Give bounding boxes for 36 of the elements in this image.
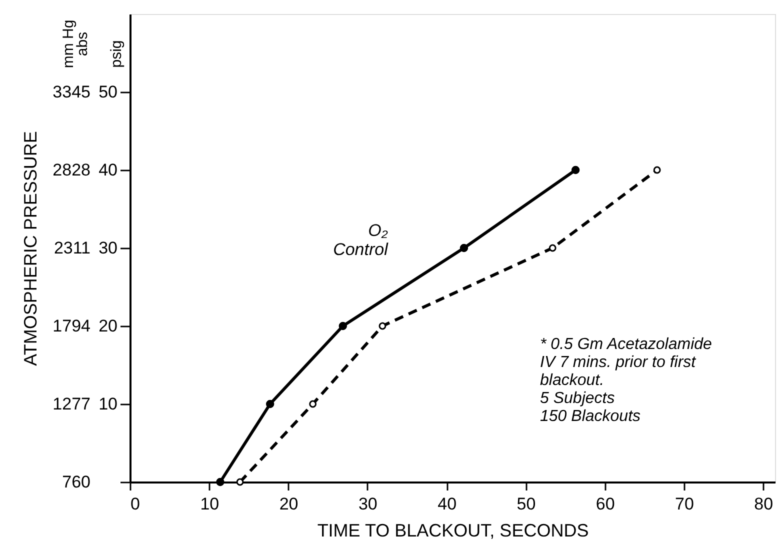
point xyxy=(460,244,468,252)
y-tick-label: 10 xyxy=(98,394,118,414)
text: mm Hg abs xyxy=(60,20,91,68)
x-tick-label: 80 xyxy=(754,494,774,514)
point xyxy=(338,322,347,330)
point xyxy=(571,166,580,174)
x-tick-label: 50 xyxy=(516,494,536,514)
y2-tick-label: 760 xyxy=(62,472,90,492)
y-tick-label: 40 xyxy=(98,160,118,180)
x-tick-label: 70 xyxy=(675,494,694,514)
series-label: O₂ Control xyxy=(333,221,390,259)
y-tick-label: 50 xyxy=(98,82,118,102)
y2-tick-label: 3345 xyxy=(52,82,90,102)
y2-tick-label: 1794 xyxy=(52,316,90,336)
point xyxy=(548,244,556,252)
y-tick-label: 30 xyxy=(98,238,118,258)
point xyxy=(309,400,317,408)
y2-axis-title: ATMOSPHERIC PRESSURE xyxy=(20,131,41,366)
point xyxy=(236,478,244,486)
annotation: * 0.5 Gm Acetazolamide IV 7 mins. prior to first blackout. 5 Subjects 150 Blackouts xyxy=(540,336,712,425)
y-tick-label: 20 xyxy=(98,316,118,336)
text: psig xyxy=(108,40,125,68)
x-tick-label: 60 xyxy=(596,494,615,514)
point xyxy=(378,322,386,330)
x-axis-title: TIME TO BLACKOUT, SECONDS xyxy=(317,520,589,540)
y2-tick-label: 1277 xyxy=(52,394,90,414)
y2-tick-label: 2828 xyxy=(52,160,90,180)
point xyxy=(266,400,274,408)
x-tick-label: 20 xyxy=(279,494,298,514)
x-tick-label: 0 xyxy=(130,494,140,514)
x-tick-label: 30 xyxy=(358,494,378,514)
x-tick-label: 40 xyxy=(438,494,457,514)
x-tick-label: 10 xyxy=(200,494,220,514)
point xyxy=(653,166,661,174)
point xyxy=(216,478,224,486)
y2-tick-label: 2311 xyxy=(54,238,90,258)
